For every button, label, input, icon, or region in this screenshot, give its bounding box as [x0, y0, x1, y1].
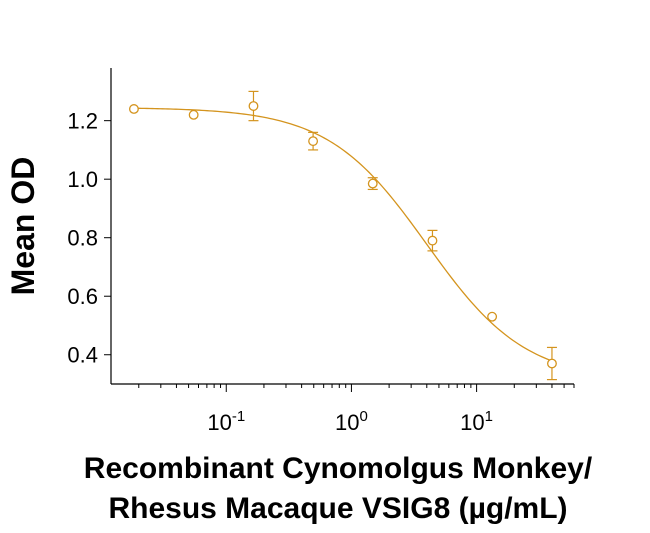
data-points-layer	[128, 90, 557, 381]
x-tick-label: 10-1	[207, 408, 245, 435]
y-tick-label: 0.4	[67, 343, 98, 368]
x-tick-label: 100	[335, 408, 368, 435]
y-tick-label: 1.0	[67, 167, 98, 192]
data-point	[188, 109, 199, 120]
data-point	[308, 136, 319, 147]
x-tick-label-base: 10	[335, 410, 359, 435]
x-tick-label-exponent: 0	[359, 408, 367, 425]
data-point	[487, 311, 498, 322]
x-tick-label: 101	[460, 408, 493, 435]
data-point	[547, 358, 557, 369]
x-tick-label-base: 10	[460, 410, 484, 435]
x-axis-ticks: 10-1 100 101	[138, 384, 575, 435]
y-axis-ticks: 0.4 0.6 0.8 1.0 1.2	[67, 109, 111, 368]
x-tick-label-base: 10	[207, 410, 231, 435]
x-axis-title-line-2: Rhesus Macaque VSIG8 (µg/mL)	[108, 492, 567, 525]
data-point	[248, 101, 259, 111]
y-tick-label: 0.8	[67, 226, 98, 251]
fit-curve	[133, 107, 553, 362]
y-tick-label: 0.6	[67, 284, 98, 309]
fit-curve-layer	[133, 107, 553, 362]
y-tick-label: 1.2	[67, 109, 98, 134]
data-point	[427, 235, 438, 246]
x-tick-label-exponent: 1	[485, 408, 493, 425]
x-axis-title-line-1: Recombinant Cynomolgus Monkey/	[84, 452, 593, 485]
data-point	[367, 178, 378, 189]
axes	[110, 68, 574, 385]
x-tick-label-exponent: -1	[232, 408, 245, 425]
data-point	[128, 104, 139, 114]
y-axis-title: Mean OD	[5, 157, 41, 296]
